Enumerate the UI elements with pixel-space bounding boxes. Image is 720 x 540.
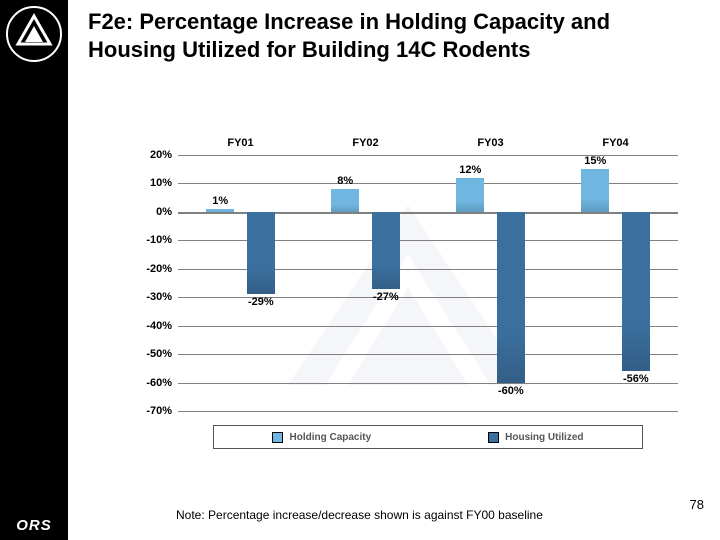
bar [497,212,525,383]
chart-container: 20% 10% 0% -10% -20% -30% -40% -50% -60% -70% FY01… [128,135,688,455]
value-label: 12% [445,164,495,176]
category-label: FY02 [316,137,416,149]
slide: ORS F2e: Percentage Increase in Holding … [0,0,720,540]
legend-label: Holding Capacity [289,432,371,443]
y-axis-label: -50% [128,348,172,360]
legend-swatch [488,432,499,443]
grid-line [178,411,678,412]
chart-legend: Holding Capacity Housing Utilized [213,425,643,449]
value-label: -29% [236,296,286,308]
bar [206,209,234,212]
legend-item: Housing Utilized [488,432,583,443]
content-area: F2e: Percentage Increase in Holding Capa… [68,0,720,540]
grid-line [178,383,678,384]
left-band: ORS [0,0,68,540]
y-axis-label: -30% [128,291,172,303]
category-label: FY01 [191,137,291,149]
value-label: 1% [195,195,245,207]
y-axis-label: 10% [128,177,172,189]
value-label: -56% [611,373,661,385]
bar [247,212,275,294]
bar [372,212,400,289]
legend-item: Holding Capacity [272,432,371,443]
value-label: 15% [570,155,620,167]
value-label: -60% [486,385,536,397]
y-axis-label: -40% [128,320,172,332]
page-title: F2e: Percentage Increase in Holding Capa… [88,8,700,63]
y-axis-label: 0% [128,206,172,218]
y-axis-label: -20% [128,263,172,275]
category-label: FY04 [566,137,666,149]
grid-line [178,326,678,327]
bar [331,189,359,212]
value-label: 8% [320,175,370,187]
footnote: Note: Percentage increase/decrease shown… [176,508,543,522]
value-label: -27% [361,291,411,303]
category-label: FY03 [441,137,541,149]
grid-line [178,354,678,355]
chart-plot: 20%10%0%-10%-20%-30%-40%-50%-60%-70%FY01… [178,155,678,411]
bar [581,169,609,212]
y-axis-label: -60% [128,377,172,389]
y-axis-label: -70% [128,405,172,417]
legend-swatch [272,432,283,443]
y-axis-label: -10% [128,234,172,246]
bar [456,178,484,212]
y-axis-label: 20% [128,149,172,161]
page-number: 78 [690,497,704,512]
nih-logo [6,6,62,62]
bar [622,212,650,371]
ors-logo: ORS [16,517,52,534]
legend-label: Housing Utilized [505,432,583,443]
